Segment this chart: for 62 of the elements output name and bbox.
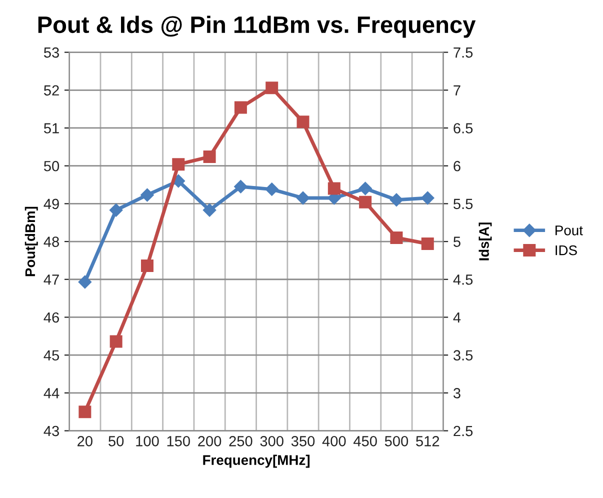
point [110, 335, 122, 348]
y2-tick-label: 6 [454, 160, 460, 172]
chart-title: Pout & Ids @ Pin 11dBm vs. Frequency [38, 16, 476, 38]
y-axis-title: Pout[dBm] [24, 206, 38, 276]
y-tick-label: 47 [44, 274, 59, 285]
legend-label: IDS [556, 245, 577, 256]
point [203, 150, 216, 163]
x-axis-title: Frequency[MHz] [203, 454, 310, 468]
point [390, 193, 404, 206]
y2-tick-label: 7 [454, 85, 460, 96]
point [266, 82, 278, 94]
y2-tick-label: 3 [453, 388, 460, 398]
point [296, 116, 310, 128]
y2-tick-label: 5.5 [454, 198, 473, 210]
x-tick-label: 450 [353, 436, 377, 446]
point [421, 191, 434, 205]
y2-tick-label: 4 [453, 312, 461, 323]
y-tick-label: 50 [44, 160, 60, 172]
x-tick-label: 100 [136, 436, 159, 446]
x-tick-label: 300 [260, 436, 284, 446]
y-tick-label: 48 [44, 236, 59, 247]
x-tick-label: 500 [384, 436, 408, 446]
x-tick-label: 250 [229, 436, 252, 446]
point [328, 182, 340, 195]
point [358, 182, 372, 196]
y-tick-label: 45 [44, 350, 60, 360]
y-tick-label: 44 [44, 388, 60, 398]
legend-label: Pout [556, 226, 583, 236]
y-tick-label: 53 [44, 47, 59, 58]
point [390, 231, 403, 244]
y-tick-label: 46 [44, 312, 59, 323]
y2-tick-label: 7.5 [454, 48, 473, 58]
point [265, 182, 278, 196]
point [140, 260, 154, 272]
y2-tick-label: 2.5 [454, 426, 473, 436]
x-tick-label: 512 [416, 436, 440, 446]
point [172, 158, 185, 171]
y2-tick-label: 5 [454, 236, 460, 247]
point [202, 204, 216, 217]
y2-tick-label: 3.5 [453, 350, 473, 360]
point [296, 191, 310, 205]
point [234, 101, 247, 114]
x-tick-label: 150 [167, 436, 190, 446]
y-tick-label: 51 [44, 123, 59, 134]
point [421, 238, 434, 250]
x-tick-label: 400 [322, 436, 346, 446]
y2-tick-label: 4.5 [453, 274, 473, 285]
point [78, 275, 92, 289]
point [78, 406, 92, 418]
y2-tick-label: 6.5 [454, 123, 473, 134]
x-tick-label: 50 [108, 436, 124, 446]
point [140, 188, 154, 202]
y-tick-label: 52 [44, 85, 59, 96]
point [109, 204, 123, 217]
point [359, 196, 372, 208]
point [234, 180, 248, 194]
y-tick-label: 49 [44, 198, 59, 210]
x-tick-label: 20 [78, 436, 92, 446]
x-tick-label: 200 [198, 436, 222, 446]
y-tick-label: 43 [44, 426, 59, 436]
x-tick-label: 350 [291, 436, 315, 446]
y2-axis-title: Ids[A] [478, 222, 492, 260]
